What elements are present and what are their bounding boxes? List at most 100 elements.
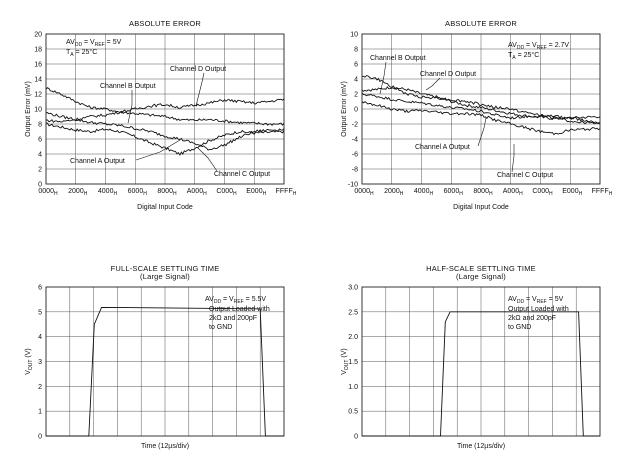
subscript: OUT xyxy=(28,360,34,371)
chart-2: ABSOLUTE ERROR -10 -8 -6 -4 -2 0 2 4 6 8 10 Output E… xyxy=(341,19,613,211)
subscript: A xyxy=(70,52,74,58)
x-tick-label: C000H​ xyxy=(532,188,553,197)
x-tick-label: 0000H​ xyxy=(38,188,58,197)
note-line: 2kΩ and 200pF xyxy=(209,315,257,322)
subscript: H xyxy=(143,191,147,197)
y-tick-label: 1.0 xyxy=(348,384,358,391)
subscript: H xyxy=(579,191,583,197)
x-axis-label: Time (12µs/div) xyxy=(457,443,505,450)
note-line: to GND xyxy=(508,324,531,331)
series-label: Channel B Output xyxy=(370,55,426,62)
text-span: = 25°C xyxy=(74,48,98,56)
text-span: 2000 xyxy=(384,188,400,195)
y-tick-label: 2 xyxy=(38,384,42,391)
y-tick-label: 6 xyxy=(354,62,358,69)
y-tick-label: -6 xyxy=(352,152,358,159)
y-tick-label: 8 xyxy=(38,122,42,129)
text-span: = 5.5V xyxy=(244,296,267,303)
text-span: C000 xyxy=(216,188,233,195)
subscript: H xyxy=(263,191,267,197)
text-span: FFFF xyxy=(276,188,293,195)
subscript: H xyxy=(203,191,207,197)
condition-annotation: AVDD​ = VREF​ = 5V xyxy=(66,39,122,48)
y-axis-label-group: Output Error (mV) xyxy=(341,81,348,137)
plot-frame xyxy=(361,286,601,437)
x-axis-label: Digital Input Code xyxy=(137,204,193,211)
subscript: H xyxy=(459,191,463,197)
series-label: Channel A Output xyxy=(415,144,470,151)
chart-title: HALF-SCALE SETTLING TIME xyxy=(426,264,536,273)
series-line-channel-a-output xyxy=(45,122,285,156)
text-span: AV xyxy=(205,296,214,303)
subscript: DD xyxy=(75,42,83,48)
y-tick-label: 16 xyxy=(34,62,42,69)
text-span: FFFF xyxy=(592,188,609,195)
subscript: REF xyxy=(95,42,105,48)
subscript: H xyxy=(233,191,237,197)
subscript: H xyxy=(549,191,553,197)
text-span: (V) xyxy=(341,348,348,359)
series-line-channel-d-output xyxy=(46,98,285,124)
series-line-channel-c-output xyxy=(45,111,285,151)
text-span: 6000 xyxy=(128,188,144,195)
x-tick-label: FFFFH​ xyxy=(592,188,613,197)
series-label: Channel C Output xyxy=(497,172,553,179)
text-span: = 25°C xyxy=(516,51,540,59)
plot-frame xyxy=(45,33,285,185)
text-span: = 2.7V xyxy=(547,42,570,49)
y-axis-label: Output Error (mV) xyxy=(341,81,348,137)
subscript: REF xyxy=(537,299,547,305)
y-tick-label: 0.5 xyxy=(348,409,358,416)
condition-annotation: TA​ = 25°C xyxy=(508,51,539,61)
series-label: Channel A Output xyxy=(70,158,125,165)
y-tick-label: 14 xyxy=(34,77,42,84)
series-line-channel-d-output xyxy=(361,86,601,120)
y-axis-label-group: Output Error (mV) xyxy=(25,81,32,137)
series-label-leader xyxy=(197,147,218,172)
subscript: H xyxy=(429,191,433,197)
y-tick-label: 6 xyxy=(38,285,42,292)
text-span: E000 xyxy=(562,188,578,195)
text-span: AV xyxy=(508,42,517,49)
y-tick-label: 10 xyxy=(34,107,42,114)
y-tick-label: -10 xyxy=(348,182,358,189)
note-line: Output Loaded with xyxy=(508,306,569,313)
text-span: V xyxy=(341,370,348,375)
subscript: H xyxy=(609,191,613,197)
y-tick-label: 0 xyxy=(354,434,358,441)
text-span: A000 xyxy=(187,188,203,195)
text-span: 4000 xyxy=(98,188,114,195)
x-tick-label: E000H​ xyxy=(562,188,582,197)
chart-subtitle: (Large Signal) xyxy=(456,272,506,281)
chart-title: FULL-SCALE SETTLING TIME xyxy=(111,264,220,273)
series-label-leader xyxy=(195,72,205,107)
subscript: H xyxy=(519,191,523,197)
x-tick-label: A000H​ xyxy=(503,188,523,197)
x-axis-label: Time (12µs/div) xyxy=(141,443,189,450)
y-tick-label: -8 xyxy=(352,167,358,174)
x-tick-label: 8000H​ xyxy=(157,188,177,197)
subscript: REF xyxy=(234,299,244,305)
series-label-leader xyxy=(477,117,487,147)
subscript: H xyxy=(489,191,493,197)
y-tick-label: 4 xyxy=(38,152,42,159)
x-tick-label: FFFFH​ xyxy=(276,188,297,197)
x-tick-label: 2000H​ xyxy=(68,188,88,197)
y-tick-label: 4 xyxy=(354,77,358,84)
text-span: = 5V xyxy=(547,296,564,303)
chart-1: ABSOLUTE ERROR 0 2 4 6 8 10 12 14 16 18 20 Output Er… xyxy=(25,19,297,211)
y-tick-label: 3 xyxy=(38,359,42,366)
text-span: (V) xyxy=(25,348,32,359)
text-span: = V xyxy=(82,39,95,46)
series-label: Channel B Output xyxy=(100,83,156,90)
y-tick-label: -2 xyxy=(352,122,358,129)
y-tick-label: 2.0 xyxy=(348,334,358,341)
chart-subtitle: (Large Signal) xyxy=(140,272,190,281)
y-tick-label: -4 xyxy=(352,137,358,144)
text-span: 0000 xyxy=(354,188,370,195)
y-tick-label: 6 xyxy=(38,137,42,144)
x-tick-label: 4000H​ xyxy=(414,188,434,197)
chart-title: ABSOLUTE ERROR xyxy=(129,19,201,28)
series-label-leader xyxy=(511,144,515,173)
series-line-channel-b-output xyxy=(45,87,285,126)
